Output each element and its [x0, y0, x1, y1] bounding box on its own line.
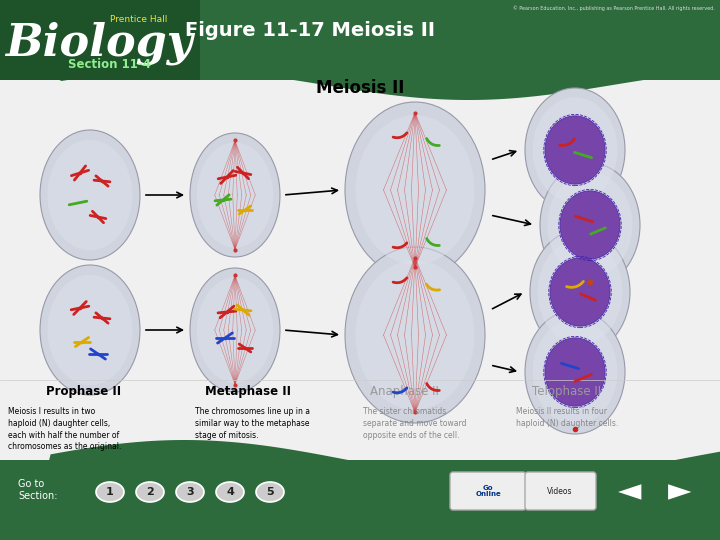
- Ellipse shape: [40, 265, 140, 395]
- Text: 5: 5: [266, 487, 274, 497]
- Ellipse shape: [525, 88, 625, 212]
- Text: Telophase II: Telophase II: [532, 385, 601, 398]
- FancyBboxPatch shape: [0, 80, 720, 460]
- Ellipse shape: [540, 163, 640, 287]
- Ellipse shape: [48, 275, 132, 385]
- Ellipse shape: [190, 133, 280, 257]
- Text: ►: ►: [668, 477, 692, 507]
- Text: 3: 3: [186, 487, 194, 497]
- Polygon shape: [0, 0, 720, 100]
- Ellipse shape: [545, 338, 605, 406]
- Ellipse shape: [560, 191, 620, 259]
- Ellipse shape: [216, 482, 244, 502]
- Ellipse shape: [136, 482, 164, 502]
- Text: Go to
Section:: Go to Section:: [18, 479, 58, 501]
- Text: 1: 1: [106, 487, 114, 497]
- Ellipse shape: [545, 116, 605, 184]
- Ellipse shape: [550, 258, 610, 326]
- Text: Prentice Hall: Prentice Hall: [110, 16, 167, 24]
- Text: Meiosis II results in four
haploid (N) daughter cells.: Meiosis II results in four haploid (N) d…: [516, 407, 618, 428]
- Text: 4: 4: [226, 487, 234, 497]
- Ellipse shape: [538, 239, 623, 345]
- Ellipse shape: [547, 172, 632, 278]
- Ellipse shape: [525, 310, 625, 434]
- Text: The sister chromatids
separate and move toward
opposite ends of the cell.: The sister chromatids separate and move …: [363, 407, 467, 440]
- FancyBboxPatch shape: [525, 472, 596, 510]
- Text: 2: 2: [146, 487, 154, 497]
- Ellipse shape: [533, 97, 618, 202]
- Ellipse shape: [356, 260, 474, 410]
- FancyBboxPatch shape: [0, 460, 720, 540]
- Text: Anaphase II: Anaphase II: [370, 385, 439, 398]
- Text: Figure 11-17 Meiosis II: Figure 11-17 Meiosis II: [185, 21, 435, 39]
- Ellipse shape: [190, 268, 280, 392]
- Ellipse shape: [345, 247, 485, 423]
- Text: Videos: Videos: [547, 487, 572, 496]
- Text: The chromosomes line up in a
similar way to the metaphase
stage of mitosis.: The chromosomes line up in a similar way…: [195, 407, 310, 440]
- Ellipse shape: [533, 319, 618, 424]
- Ellipse shape: [48, 140, 132, 250]
- Ellipse shape: [40, 130, 140, 260]
- Ellipse shape: [345, 102, 485, 278]
- Text: Biology: Biology: [5, 21, 193, 65]
- Ellipse shape: [256, 482, 284, 502]
- Text: Prophase II: Prophase II: [46, 385, 121, 398]
- Text: ◄: ◄: [618, 477, 642, 507]
- FancyBboxPatch shape: [0, 0, 720, 80]
- Ellipse shape: [96, 482, 124, 502]
- Ellipse shape: [197, 143, 274, 248]
- Polygon shape: [0, 440, 720, 540]
- Text: Go
Online: Go Online: [475, 484, 501, 497]
- Ellipse shape: [356, 115, 474, 265]
- Text: Metaphase II: Metaphase II: [205, 385, 291, 398]
- Ellipse shape: [176, 482, 204, 502]
- Text: Meiosis I results in two
haploid (N) daughter cells,
each with half the number o: Meiosis I results in two haploid (N) dau…: [8, 407, 122, 451]
- Text: Meiosis II: Meiosis II: [316, 79, 404, 97]
- FancyBboxPatch shape: [450, 472, 526, 510]
- Text: © Pearson Education, Inc., publishing as Pearson Prentice Hall. All rights reser: © Pearson Education, Inc., publishing as…: [513, 5, 715, 11]
- Ellipse shape: [197, 278, 274, 383]
- FancyBboxPatch shape: [0, 0, 200, 80]
- Ellipse shape: [530, 230, 630, 354]
- Text: Section 11-4: Section 11-4: [68, 58, 151, 71]
